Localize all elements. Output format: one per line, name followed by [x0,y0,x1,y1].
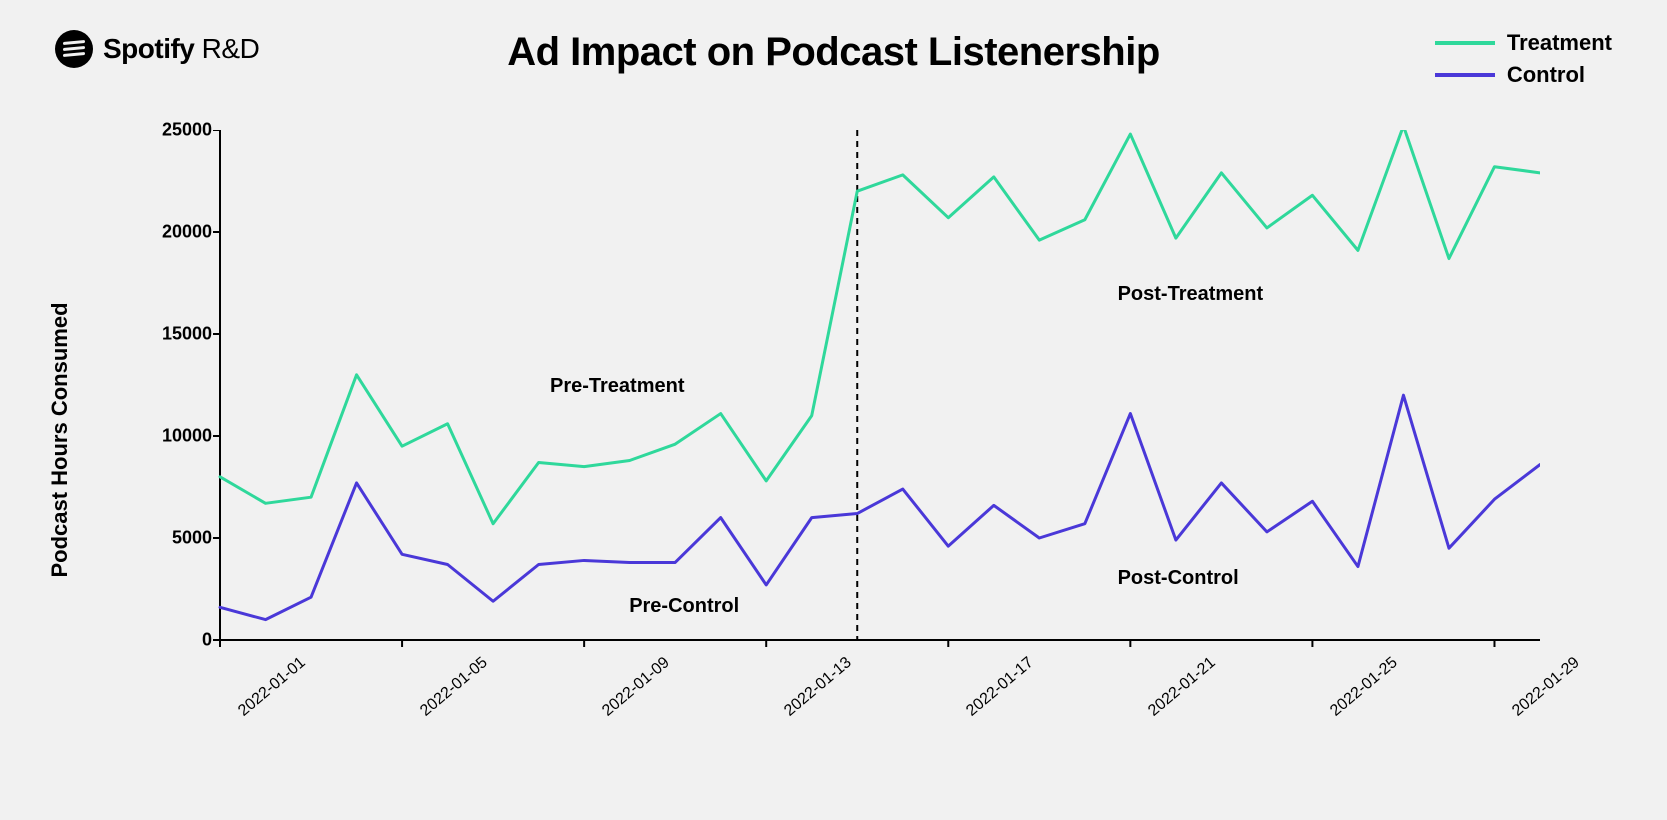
y-tick-label: 15000 [162,324,212,345]
brand-name: Spotify [103,33,194,64]
annotation-label: Pre-Control [629,595,739,618]
annotation-label: Pre-Treatment [550,375,685,398]
brand: Spotify R&D [55,30,259,68]
header: Spotify R&D Ad Impact on Podcast Listene… [55,30,1612,88]
chart-svg [130,130,1540,750]
legend-label: Treatment [1507,30,1612,56]
chart: Podcast Hours Consumed 05000100001500020… [130,130,1540,750]
legend-item-control: Control [1435,62,1612,88]
legend: Treatment Control [1435,30,1612,88]
chart-title: Ad Impact on Podcast Listenership [507,30,1160,75]
legend-item-treatment: Treatment [1435,30,1612,56]
annotation-label: Post-Control [1118,567,1239,590]
y-tick-label: 5000 [172,528,212,549]
brand-text: Spotify R&D [103,33,259,65]
y-tick-label: 20000 [162,222,212,243]
y-tick-label: 25000 [162,120,212,141]
y-tick-label: 10000 [162,426,212,447]
y-axis-label: Podcast Hours Consumed [47,302,73,577]
legend-swatch [1435,73,1495,77]
legend-swatch [1435,41,1495,45]
annotation-label: Post-Treatment [1118,283,1264,306]
y-tick-label: 0 [202,630,212,651]
spotify-logo-icon [55,30,93,68]
legend-label: Control [1507,62,1585,88]
brand-suffix: R&D [202,33,260,64]
